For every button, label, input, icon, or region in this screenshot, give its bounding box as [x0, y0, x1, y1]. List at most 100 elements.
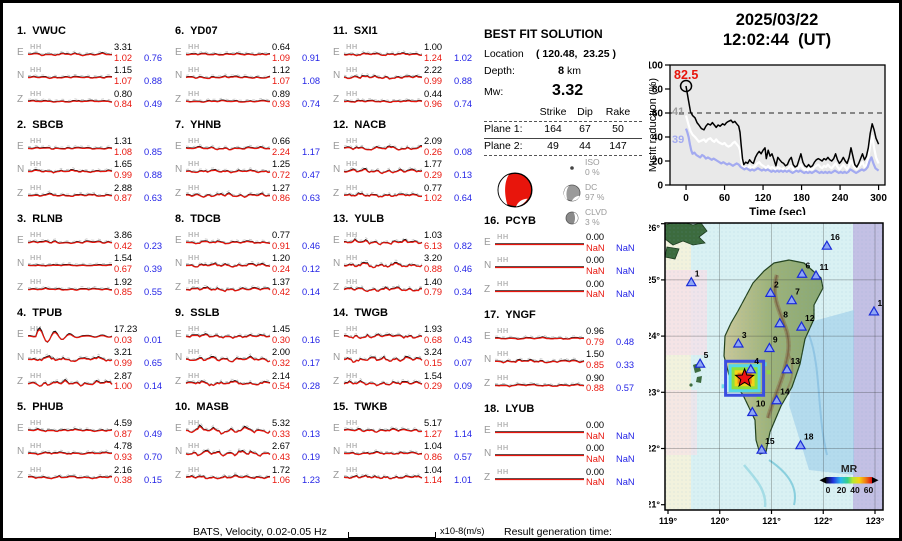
station-phub: 5. PHUB E HH 4.59 0.87 0.49 N HH 4.78 0.93 0.70 Z HH… [17, 401, 170, 495]
map-station-8: 8 [774, 310, 788, 328]
amplitude-value: 0.80 [114, 88, 133, 99]
channel-row-n: N HH 2.67 0.43 0.19 [175, 440, 328, 463]
units-legend: x10-8(m/s) misfit1 misfit2 [440, 505, 496, 538]
fit-values: 2.14 0.54 0.28 [272, 370, 328, 393]
channel-code-label: HH [188, 276, 200, 286]
fit-values: 0.64 1.09 0.91 [272, 41, 328, 64]
channel-row-z: Z HH 0.89 0.93 0.74 [175, 88, 328, 111]
component-label: E [17, 235, 24, 246]
fit-values: 1.93 0.68 0.43 [424, 323, 480, 346]
fit-values: 0.89 0.93 0.74 [272, 88, 328, 111]
misfit2-value: NaN [616, 289, 635, 300]
misfit2-value: 0.57 [454, 452, 473, 463]
waveform-trace: HH [495, 231, 584, 254]
waveform-trace: HH [343, 276, 423, 299]
svg-text:120°: 120° [710, 516, 729, 526]
misfit1-value: 0.99 [424, 76, 443, 87]
waveform-plot [343, 166, 423, 175]
svg-text:22°: 22° [649, 444, 660, 454]
station-pcyb: 16. PCYB E HH 0.00 NaN NaN N HH 0.00 NaN NaN Z HH 0.0… [484, 215, 642, 309]
waveform-plot [343, 143, 423, 151]
channel-code-label: HH [30, 370, 42, 380]
component-label: E [333, 47, 340, 58]
column-header: Dip [577, 106, 593, 118]
channel-row-n: N HH 2.00 0.32 0.17 [175, 346, 328, 369]
misfit2-value: 0.55 [144, 287, 163, 298]
map-station-1: 1 [685, 269, 700, 287]
channel-code-label: HH [346, 276, 358, 286]
waveform-plot [343, 259, 423, 269]
svg-text:121°: 121° [762, 516, 781, 526]
channel-row-n: N HH 1.77 0.29 0.13 [333, 158, 480, 181]
waveform-plot [185, 260, 271, 269]
waveform-plot [27, 426, 113, 433]
misfit1-value: 0.85 [114, 287, 133, 298]
misfit2-value: 0.23 [144, 240, 163, 251]
channel-row-z: Z HH 0.90 0.88 0.57 [484, 372, 642, 395]
component-label: E [175, 423, 182, 434]
svg-text:13: 13 [791, 356, 801, 366]
plane-value: 44 [579, 140, 591, 152]
channel-row-z: Z HH 2.88 0.87 0.63 [17, 182, 170, 205]
channel-row-n: N HH 3.24 0.15 0.07 [333, 346, 480, 369]
component-label: N [17, 164, 25, 176]
svg-text:23°: 23° [649, 387, 660, 397]
misfit2-value: 0.39 [144, 264, 163, 275]
waveform-trace: HH [343, 464, 423, 487]
station-yngf: 17. YNGF E HH 0.96 0.79 0.48 N HH 1.50 0.85 0.33 Z H… [484, 309, 642, 403]
svg-text:122°: 122° [814, 516, 833, 526]
channel-row-e: E HH 3.86 0.42 0.23 [17, 229, 170, 252]
channel-code-label: HH [346, 230, 358, 239]
misfit1-value: 1.06 [272, 475, 291, 486]
amplitude-value: 1.27 [272, 182, 291, 193]
svg-text:0: 0 [657, 181, 663, 192]
svg-text:80: 80 [652, 85, 664, 96]
misfit2-value: 0.43 [454, 334, 473, 345]
svg-text:7: 7 [795, 287, 800, 297]
component-label: Z [175, 375, 182, 387]
fault-plane-row: Plane 1: 164 67 50 [484, 122, 642, 139]
svg-text:MR: MR [841, 463, 858, 475]
depth-label: Depth: [484, 65, 515, 77]
channel-row-n: N HH 0.00 NaN NaN [484, 442, 642, 465]
channel-row-z: Z HH 1.54 0.29 0.09 [333, 370, 480, 393]
station-rlnb: 3. RLNB E HH 3.86 0.42 0.23 N HH 1.54 0.67 0.39 Z HH… [17, 213, 170, 307]
waveform-column-3: 11. SXI1 E HH 1.00 1.24 1.02 N HH 2.22 0.99 0.88 Z H… [333, 25, 480, 495]
amplitude-value: 4.59 [114, 418, 133, 429]
waveform-plot [495, 266, 584, 269]
component-label: Z [17, 93, 24, 105]
misfit2-value: 0.70 [144, 452, 163, 463]
misfit1-value: 0.99 [114, 170, 133, 181]
fit-values: 0.96 0.79 0.48 [586, 325, 642, 348]
misfit2-value: 0.76 [144, 52, 163, 63]
misfit1-value: 0.87 [114, 193, 133, 204]
waveform-trace: HH [495, 254, 584, 277]
misfit1-value: 0.30 [272, 334, 291, 345]
waveform-column-4: BEST FIT SOLUTION Location ( 120.48, 23.… [484, 25, 642, 497]
amplitude-value: 0.00 [586, 443, 605, 454]
misfit1-value: 0.86 [424, 452, 443, 463]
channel-code-label: HH [346, 418, 358, 427]
misfit2-value: 0.49 [144, 99, 163, 110]
misfit1-value: 1.02 [114, 52, 133, 63]
map-station-14: 14 [771, 387, 790, 405]
channel-code-label: HH [497, 326, 509, 335]
waveform-plot [185, 143, 271, 151]
fit-values: 0.00 NaN NaN [586, 466, 642, 489]
fit-values: 0.00 NaN NaN [586, 254, 642, 277]
misfit2-value: 0.46 [454, 264, 473, 275]
component-label: N [333, 446, 341, 458]
channel-code-label: HH [30, 159, 42, 169]
waveform-trace: HH [185, 323, 271, 346]
station-map-panel: 1 2 3 4 5 6 7 8 9 10 11 12 13 14 15 16 17 18 MR 0 20 40 60 119°… [646, 215, 899, 538]
misfit2-value: 0.88 [144, 76, 163, 87]
channel-code-label: HH [346, 88, 358, 98]
fit-values: 1.77 0.29 0.13 [424, 158, 480, 181]
fit-values: 1.25 0.72 0.47 [272, 158, 328, 181]
misfit2-value: 0.13 [302, 428, 321, 439]
component-label: N [175, 70, 183, 82]
component-label: E [175, 329, 182, 340]
amplitude-value: 1.03 [424, 230, 443, 241]
svg-text:Misfit reduction (%): Misfit reduction (%) [649, 78, 659, 172]
misfit1-value: 0.67 [114, 264, 133, 275]
